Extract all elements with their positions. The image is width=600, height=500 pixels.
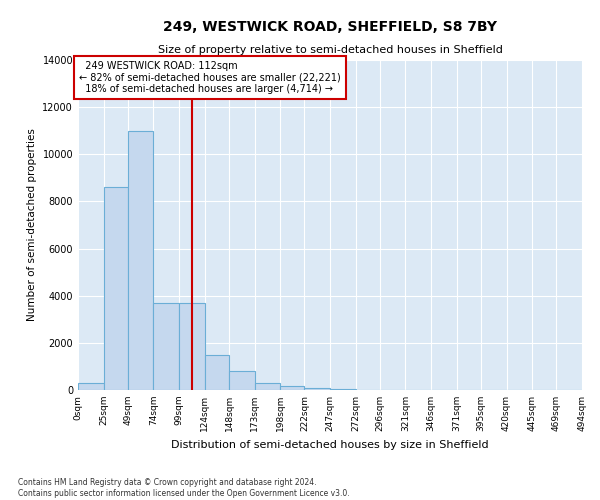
- Bar: [78, 383, 104, 390]
- Bar: [128, 130, 154, 390]
- Bar: [254, 383, 280, 390]
- Bar: [205, 354, 229, 390]
- Bar: [304, 388, 330, 390]
- Text: 249 WESTWICK ROAD: 112sqm  
← 82% of semi-detached houses are smaller (22,221)
 : 249 WESTWICK ROAD: 112sqm ← 82% of semi-…: [79, 60, 341, 94]
- Bar: [229, 371, 254, 390]
- Bar: [104, 188, 128, 390]
- Text: 249, WESTWICK ROAD, SHEFFIELD, S8 7BY: 249, WESTWICK ROAD, SHEFFIELD, S8 7BY: [163, 20, 497, 34]
- X-axis label: Distribution of semi-detached houses by size in Sheffield: Distribution of semi-detached houses by …: [171, 440, 489, 450]
- Bar: [154, 303, 179, 390]
- Text: Contains HM Land Registry data © Crown copyright and database right 2024.
Contai: Contains HM Land Registry data © Crown c…: [18, 478, 350, 498]
- Bar: [280, 386, 304, 390]
- Text: Size of property relative to semi-detached houses in Sheffield: Size of property relative to semi-detach…: [158, 45, 502, 55]
- Y-axis label: Number of semi-detached properties: Number of semi-detached properties: [27, 128, 37, 322]
- Bar: [179, 303, 205, 390]
